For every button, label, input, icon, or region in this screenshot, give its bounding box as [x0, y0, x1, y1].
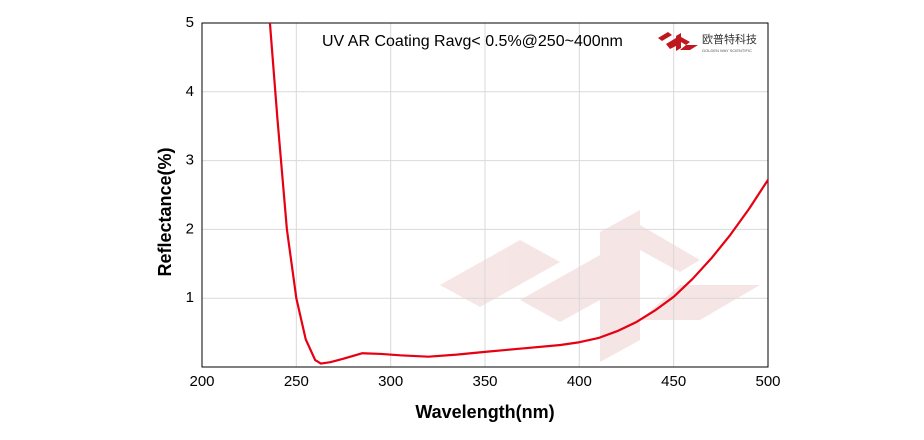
- watermark: [440, 210, 760, 362]
- x-tick-label: 300: [378, 373, 403, 390]
- logo-name: 欧普特科技: [702, 32, 757, 46]
- x-tick-label: 450: [661, 373, 686, 390]
- x-tick-label: 350: [472, 373, 497, 390]
- logo-subtitle: GOLDEN WAY SCIENTIFIC: [702, 48, 752, 53]
- x-tick-label: 250: [284, 373, 309, 390]
- y-tick-label: 5: [186, 14, 194, 31]
- data-line: [268, 22, 769, 365]
- x-tick-label: 500: [755, 373, 780, 390]
- y-tick-label: 3: [186, 152, 194, 169]
- plot-frame: [201, 22, 769, 368]
- x-tick-label: 200: [189, 373, 214, 390]
- y-tick-label: 1: [186, 289, 194, 306]
- y-tick-label: 2: [186, 220, 194, 237]
- y-axis-label: Reflectance(%): [155, 147, 175, 276]
- x-axis-label: Wavelength(nm): [415, 402, 554, 422]
- logo: 欧普特科技 GOLDEN WAY SCIENTIFIC: [658, 32, 757, 53]
- annotation: UV AR Coating Ravg< 0.5%@250~400nm: [322, 33, 623, 50]
- x-tick-label: 400: [567, 373, 592, 390]
- y-tick-label: 4: [186, 83, 194, 100]
